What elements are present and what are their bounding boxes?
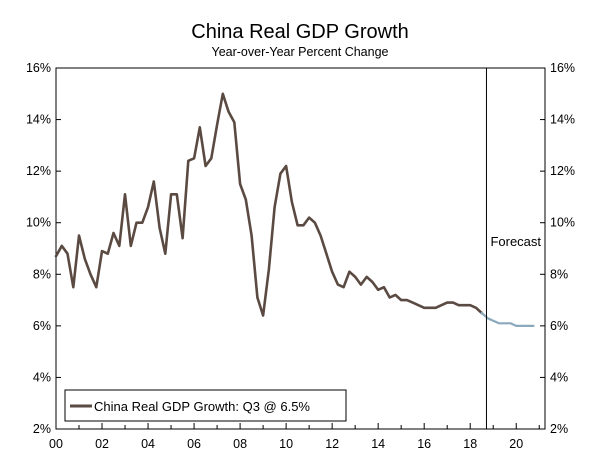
chart-subtitle: Year-over-Year Percent Change [212,45,389,59]
y-ticks-left: 2% 4% 6% 8% 10% 12% 14% 16% [26,61,61,436]
y-tick-label-right: 14% [550,113,575,127]
y-tick-label-left: 6% [33,319,51,333]
legend-label: China Real GDP Growth: Q3 @ 6.5% [94,399,310,414]
x-tick-label: 18 [463,437,477,451]
y-tick-label-left: 8% [33,267,51,281]
gdp-series-line [54,92,484,317]
x-tick-label: 16 [417,437,431,451]
y-tick-label-right: 8% [550,267,568,281]
x-tick-label: 14 [371,437,385,451]
y-tick-label-left: 16% [26,61,51,75]
y-ticks-right: 2% 4% 6% 8% 10% 12% 14% 16% [540,61,575,436]
y-tick-label-left: 10% [26,216,51,230]
x-tick-label: 08 [233,437,247,451]
y-tick-label-right: 10% [550,216,575,230]
x-tick-label: 10 [279,437,293,451]
legend: China Real GDP Growth: Q3 @ 6.5% [64,389,347,422]
y-tick-label-left: 14% [26,113,51,127]
y-tick-label-left: 4% [33,370,51,384]
y-tick-label-left: 2% [33,422,51,436]
x-tick-label: 20 [509,437,523,451]
x-tick-label: 04 [141,437,155,451]
x-tick-label: 00 [49,437,63,451]
x-ticks: 00 02 04 06 08 10 12 14 16 18 20 [49,423,540,451]
forecast-label: Forecast [490,234,541,249]
y-tick-label-right: 4% [550,370,568,384]
forecast-series-line [480,311,535,327]
plot-frame [55,67,546,430]
y-tick-label-right: 16% [550,61,575,75]
series-layer [54,92,535,327]
y-tick-label-right: 2% [550,422,568,436]
x-tick-label: 12 [325,437,339,451]
legend-box [64,389,347,422]
chart-title: China Real GDP Growth [191,21,409,43]
y-tick-label-right: 12% [550,164,575,178]
x-tick-label: 02 [95,437,109,451]
x-tick-label: 06 [187,437,201,451]
y-tick-label-right: 6% [550,319,568,333]
y-tick-label-left: 12% [26,164,51,178]
